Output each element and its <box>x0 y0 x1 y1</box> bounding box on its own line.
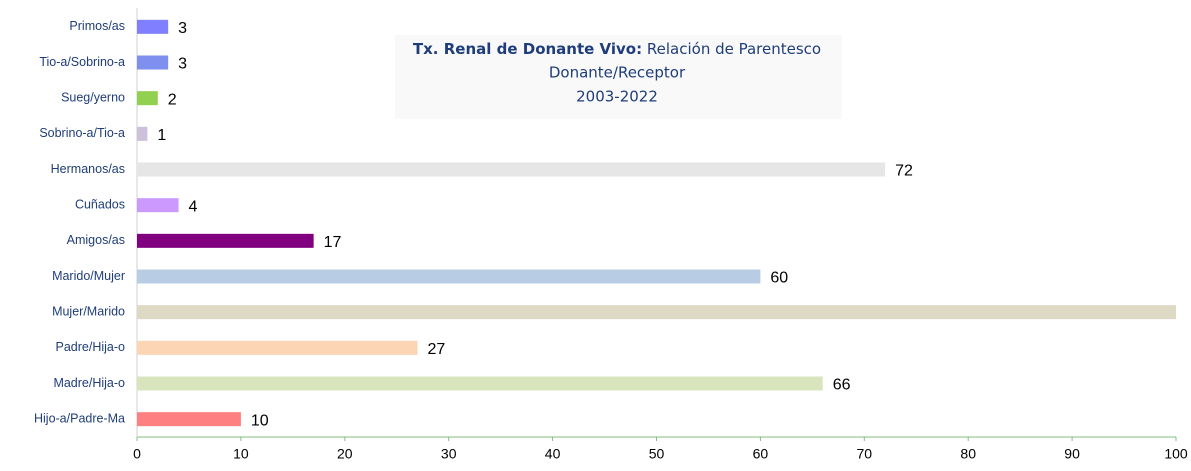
data-label: 27 <box>428 341 446 358</box>
bar <box>137 55 169 70</box>
data-label: 2 <box>168 91 177 108</box>
data-label: 10 <box>251 412 269 429</box>
x-tick-label: 0 <box>133 446 141 462</box>
x-tick-label: 90 <box>1064 446 1080 462</box>
subtitle: 2003-2022 <box>576 88 658 106</box>
x-tick-label: 60 <box>753 446 769 462</box>
bar <box>137 162 886 177</box>
bar <box>137 19 169 34</box>
title-box <box>395 35 842 119</box>
bar <box>137 305 1176 320</box>
y-tick-label: Sueg/yerno <box>61 90 125 104</box>
bar <box>137 269 761 284</box>
y-tick-label: Mujer/Marido <box>52 304 125 318</box>
y-tick-label: Tio-a/Sobrino-a <box>39 55 125 69</box>
bar <box>137 233 314 248</box>
subtitle: Donante/Receptor <box>549 64 686 82</box>
bar <box>137 412 241 427</box>
x-tick-label: 100 <box>1164 446 1188 462</box>
x-tick-label: 40 <box>545 446 561 462</box>
data-label: 3 <box>178 20 187 37</box>
data-label: 66 <box>833 377 851 394</box>
y-tick-label: Cuñados <box>75 197 125 211</box>
title-bold: Tx. Renal de Donante Vivo: <box>413 40 642 58</box>
bar <box>137 126 148 141</box>
x-tick-label: 20 <box>337 446 353 462</box>
data-label: 3 <box>178 56 187 73</box>
title-rest: Relación de Parentesco <box>647 40 821 58</box>
data-label: 1 <box>157 127 166 144</box>
y-tick-label: Amigos/as <box>67 233 125 247</box>
y-tick-label: Hermanos/as <box>51 162 125 176</box>
data-label: 4 <box>189 198 198 215</box>
y-tick-label: Marido/Mujer <box>52 269 125 283</box>
y-tick-label: Madre/Hija-o <box>53 376 125 390</box>
y-tick-label: Hijo-a/Padre-Ma <box>34 411 125 425</box>
bar <box>137 340 418 355</box>
x-tick-label: 50 <box>649 446 665 462</box>
data-label: 60 <box>770 270 788 287</box>
y-tick-label: Sobrino-a/Tio-a <box>39 126 125 140</box>
x-tick-label: 30 <box>441 446 457 462</box>
data-label: 72 <box>895 163 913 180</box>
bar <box>137 198 179 213</box>
bar <box>137 376 823 391</box>
y-tick-label: Padre/Hija-o <box>56 340 126 354</box>
x-tick-label: 10 <box>233 446 249 462</box>
x-tick-label: 80 <box>960 446 976 462</box>
bar <box>137 91 158 106</box>
y-tick-label: Primos/as <box>69 19 125 33</box>
x-tick-label: 70 <box>857 446 873 462</box>
chart-title: Tx. Renal de Donante Vivo: Relación de P… <box>413 40 821 58</box>
data-label: 17 <box>324 234 342 251</box>
